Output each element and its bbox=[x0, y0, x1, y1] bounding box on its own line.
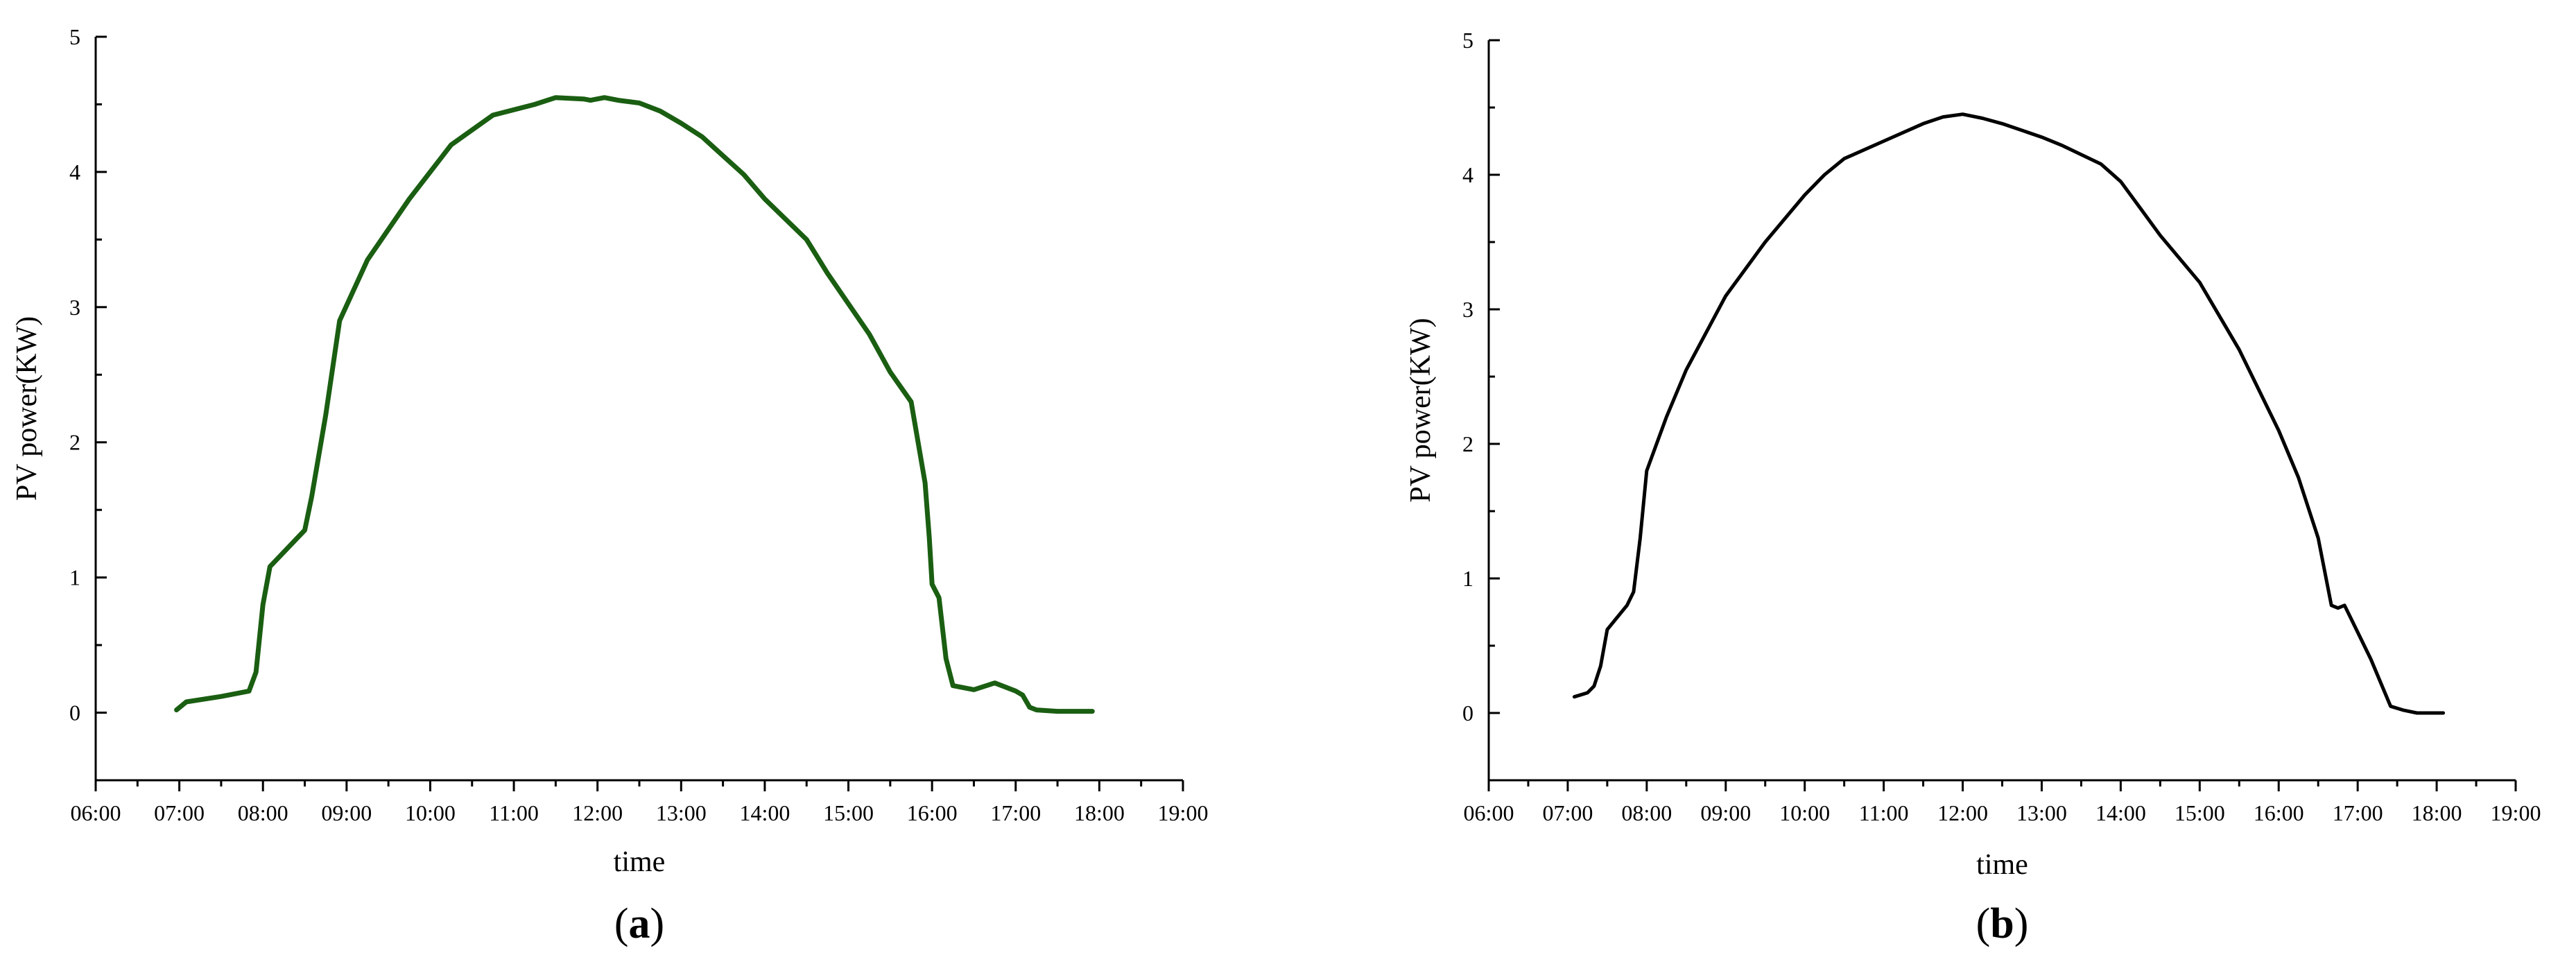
x-tick-label: 19:00 bbox=[1158, 800, 1209, 825]
x-tick-label: 16:00 bbox=[2254, 800, 2304, 825]
panel-label-letter: b bbox=[1990, 900, 2014, 947]
x-tick-label: 07:00 bbox=[154, 800, 205, 825]
chart-b: 0 1 2 3 4 5 06:00 07:00 08:00 09:00 10:00 11:00 12:0… bbox=[1405, 28, 2541, 947]
y-tick-label: 1 bbox=[1462, 566, 1473, 591]
y-axis-label: PV power(KW) bbox=[1405, 318, 1437, 502]
x-tick-label: 11:00 bbox=[1859, 800, 1909, 825]
x-tick-label: 06:00 bbox=[1464, 800, 1514, 825]
panel-label-letter: a bbox=[629, 900, 650, 947]
x-tick-label: 09:00 bbox=[321, 800, 372, 825]
x-axis-label: time bbox=[1976, 849, 2028, 881]
x-tick-label: 17:00 bbox=[2333, 800, 2383, 825]
panel-label: (a) bbox=[614, 900, 664, 947]
x-tick-label: 14:00 bbox=[2095, 800, 2146, 825]
y-tick-label: 3 bbox=[1462, 297, 1473, 322]
x-tick-label: 06:00 bbox=[71, 800, 121, 825]
x-tick-label: 13:00 bbox=[2016, 800, 2067, 825]
x-axis-label: time bbox=[614, 846, 666, 878]
series-line-0 bbox=[174, 95, 1095, 714]
x-tick-label: 12:00 bbox=[572, 800, 623, 825]
x-tick-label: 16:00 bbox=[907, 800, 958, 825]
x-tick-label: 11:00 bbox=[489, 800, 539, 825]
x-tick-label: 15:00 bbox=[2175, 800, 2225, 825]
panel-label: (b) bbox=[1976, 900, 2029, 947]
y-tick-label: 2 bbox=[69, 430, 80, 455]
y-tick-label: 0 bbox=[69, 700, 80, 725]
y-tick-label: 5 bbox=[1462, 28, 1473, 53]
panel-label-open-paren: ( bbox=[614, 900, 629, 947]
x-tick-label: 07:00 bbox=[1542, 800, 1593, 825]
x-tick-label: 18:00 bbox=[1074, 800, 1125, 825]
y-tick-label: 2 bbox=[1462, 431, 1473, 456]
x-tick-label: 15:00 bbox=[823, 800, 874, 825]
x-tick-label: 18:00 bbox=[2412, 800, 2462, 825]
panel-label-open-paren: ( bbox=[1976, 900, 1991, 947]
x-tick-label: 08:00 bbox=[238, 800, 288, 825]
x-tick-label: 14:00 bbox=[739, 800, 790, 825]
panel-label-close-paren: ) bbox=[650, 900, 665, 947]
y-tick-label: 5 bbox=[69, 24, 80, 49]
y-tick-label: 0 bbox=[1462, 700, 1473, 725]
series-line-0 bbox=[1572, 112, 2446, 715]
y-axis-label: PV power(KW) bbox=[11, 316, 43, 501]
x-tick-label: 13:00 bbox=[656, 800, 707, 825]
x-tick-label: 19:00 bbox=[2491, 800, 2541, 825]
y-tick-label: 4 bbox=[1462, 162, 1473, 187]
panel-label-close-paren: ) bbox=[2014, 900, 2029, 947]
y-tick-label: 1 bbox=[69, 565, 80, 590]
x-tick-label: 10:00 bbox=[405, 800, 456, 825]
x-tick-label: 10:00 bbox=[1779, 800, 1830, 825]
x-tick-label: 17:00 bbox=[990, 800, 1041, 825]
x-tick-label: 09:00 bbox=[1700, 800, 1751, 825]
x-tick-label: 08:00 bbox=[1621, 800, 1672, 825]
x-tick-label: 12:00 bbox=[1937, 800, 1988, 825]
chart-a: 0 1 2 3 4 5 06:00 07:00 08:00 09:00 10:00 11:00 12:0… bbox=[11, 24, 1208, 947]
y-tick-label: 3 bbox=[69, 295, 80, 320]
y-tick-label: 4 bbox=[69, 160, 80, 184]
